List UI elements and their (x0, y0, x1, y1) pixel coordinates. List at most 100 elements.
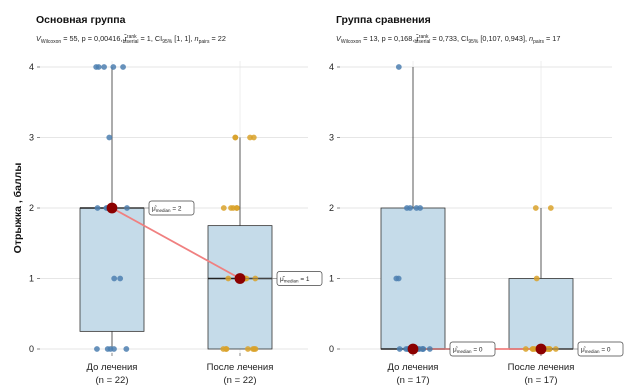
data-point (532, 205, 539, 211)
median-label-symbol: μ̂ (453, 346, 459, 353)
data-point (94, 205, 101, 211)
median-label-value: = 1 (299, 276, 310, 283)
box-iqr (207, 225, 273, 350)
box-iqr (79, 207, 145, 332)
stat-n: n (195, 34, 199, 43)
x-category-label: После лечения (207, 362, 274, 373)
data-point (94, 346, 100, 352)
median-label: μ̂median = 0 (581, 346, 611, 354)
stat-ci-sub: 95% (468, 39, 479, 45)
stat-r-sub: biserial (415, 39, 431, 45)
stat-values: = 13, p = 0,168, (361, 34, 416, 43)
median-label-box (148, 200, 195, 216)
median-label-value: = 0 (472, 346, 483, 353)
data-point (417, 205, 424, 211)
median-label: μ̂median = 0 (453, 346, 483, 354)
data-point (522, 346, 529, 352)
median-label-box (276, 271, 323, 286)
chart-subtitle: VWilcoxon = 55, p = 0,00416, r̂rank biser… (36, 34, 226, 45)
data-point (395, 275, 402, 282)
panel-main-group: Основная группа VWilcoxon = 55, p = 0,004… (29, 14, 323, 386)
chart-title: Основная группа (36, 14, 126, 26)
y-tick-label: 0 (29, 344, 34, 354)
y-tick-label: 4 (29, 62, 34, 72)
box-iqr (380, 207, 446, 350)
x-category-label: До лечения (388, 362, 439, 373)
chart-subtitle: VWilcoxon = 13, p = 0,168, r̂rank biseria… (336, 34, 560, 45)
stat-r-sup: rank (127, 34, 137, 40)
y-tick-label: 0 (329, 344, 334, 354)
data-point (101, 64, 107, 70)
stat-v: V (336, 34, 342, 43)
data-point (123, 346, 130, 352)
median-point (407, 343, 419, 355)
stat-values: = 55, p = 0,00416, (61, 34, 124, 43)
data-point (530, 346, 536, 352)
stat-r-value: = 1, CI (138, 34, 162, 43)
median-label-sub: median (585, 349, 600, 354)
box-iqr (508, 278, 574, 350)
data-point (244, 346, 251, 352)
median-label-sub: median (457, 349, 472, 354)
stat-v-sub: Wilcoxon (41, 39, 62, 45)
panel-comparison-group: Группа сравнения VWilcoxon = 13, p = 0,16… (329, 14, 624, 386)
median-point (535, 343, 547, 355)
median-label-symbol: μ̂ (152, 205, 158, 212)
y-tick-label: 1 (29, 274, 34, 284)
y-tick-label: 1 (329, 274, 334, 284)
x-category-count: (n = 17) (396, 375, 429, 386)
data-point (234, 205, 240, 211)
stat-r-sup: rank (419, 34, 429, 40)
data-point (403, 346, 409, 352)
stat-r-value: = 0,733, CI (430, 34, 468, 43)
y-axis-label: Отрыжка , баллы (12, 163, 24, 254)
x-category-label: После лечения (508, 362, 575, 373)
stat-n: n (529, 34, 533, 43)
data-point (117, 275, 124, 282)
data-point (223, 346, 230, 352)
data-point (111, 275, 118, 282)
data-point (404, 205, 410, 211)
data-point (120, 64, 126, 70)
median-label-box (577, 341, 624, 357)
data-point (106, 134, 113, 141)
median-label-symbol: μ̂ (280, 276, 286, 283)
x-category-count: (n = 22) (223, 375, 256, 386)
data-point (251, 346, 258, 352)
y-tick-label: 3 (29, 133, 34, 143)
median-label-value: = 0 (600, 346, 611, 353)
x-category-label: До лечения (87, 362, 138, 373)
data-point (250, 134, 257, 141)
data-point (220, 205, 227, 211)
median-label-box (449, 341, 496, 357)
stat-ci-value: [1, 1], (172, 34, 194, 43)
stat-ci-value: [0,107, 0,943], (478, 34, 529, 43)
data-point (395, 64, 402, 70)
stat-n-sub: pairs (199, 39, 210, 45)
data-point (232, 134, 239, 141)
data-point (110, 64, 117, 70)
median-label-sub: median (284, 278, 299, 283)
data-point (225, 275, 232, 282)
stat-v-sub: Wilcoxon (341, 39, 362, 45)
data-point (547, 205, 554, 211)
data-point (533, 275, 540, 282)
stat-ci-sub: 95% (162, 39, 173, 45)
stat-r-sub: biserial (123, 39, 139, 45)
stat-n-value: = 17 (544, 34, 560, 43)
median-label-sub: median (156, 208, 171, 213)
data-point (107, 346, 114, 352)
stat-r: r̂ (123, 34, 127, 43)
x-category-count: (n = 22) (95, 375, 128, 386)
y-tick-label: 2 (329, 203, 334, 213)
stat-r: r̂ (415, 34, 419, 43)
median-label-value: = 2 (171, 205, 182, 212)
median-label: μ̂median = 1 (280, 276, 310, 284)
x-category-count: (n = 17) (524, 375, 557, 386)
stat-n-value: = 22 (209, 34, 225, 43)
median-point (106, 202, 118, 214)
median-connector (111, 207, 241, 280)
data-point (396, 346, 403, 352)
stat-v: V (36, 34, 42, 43)
